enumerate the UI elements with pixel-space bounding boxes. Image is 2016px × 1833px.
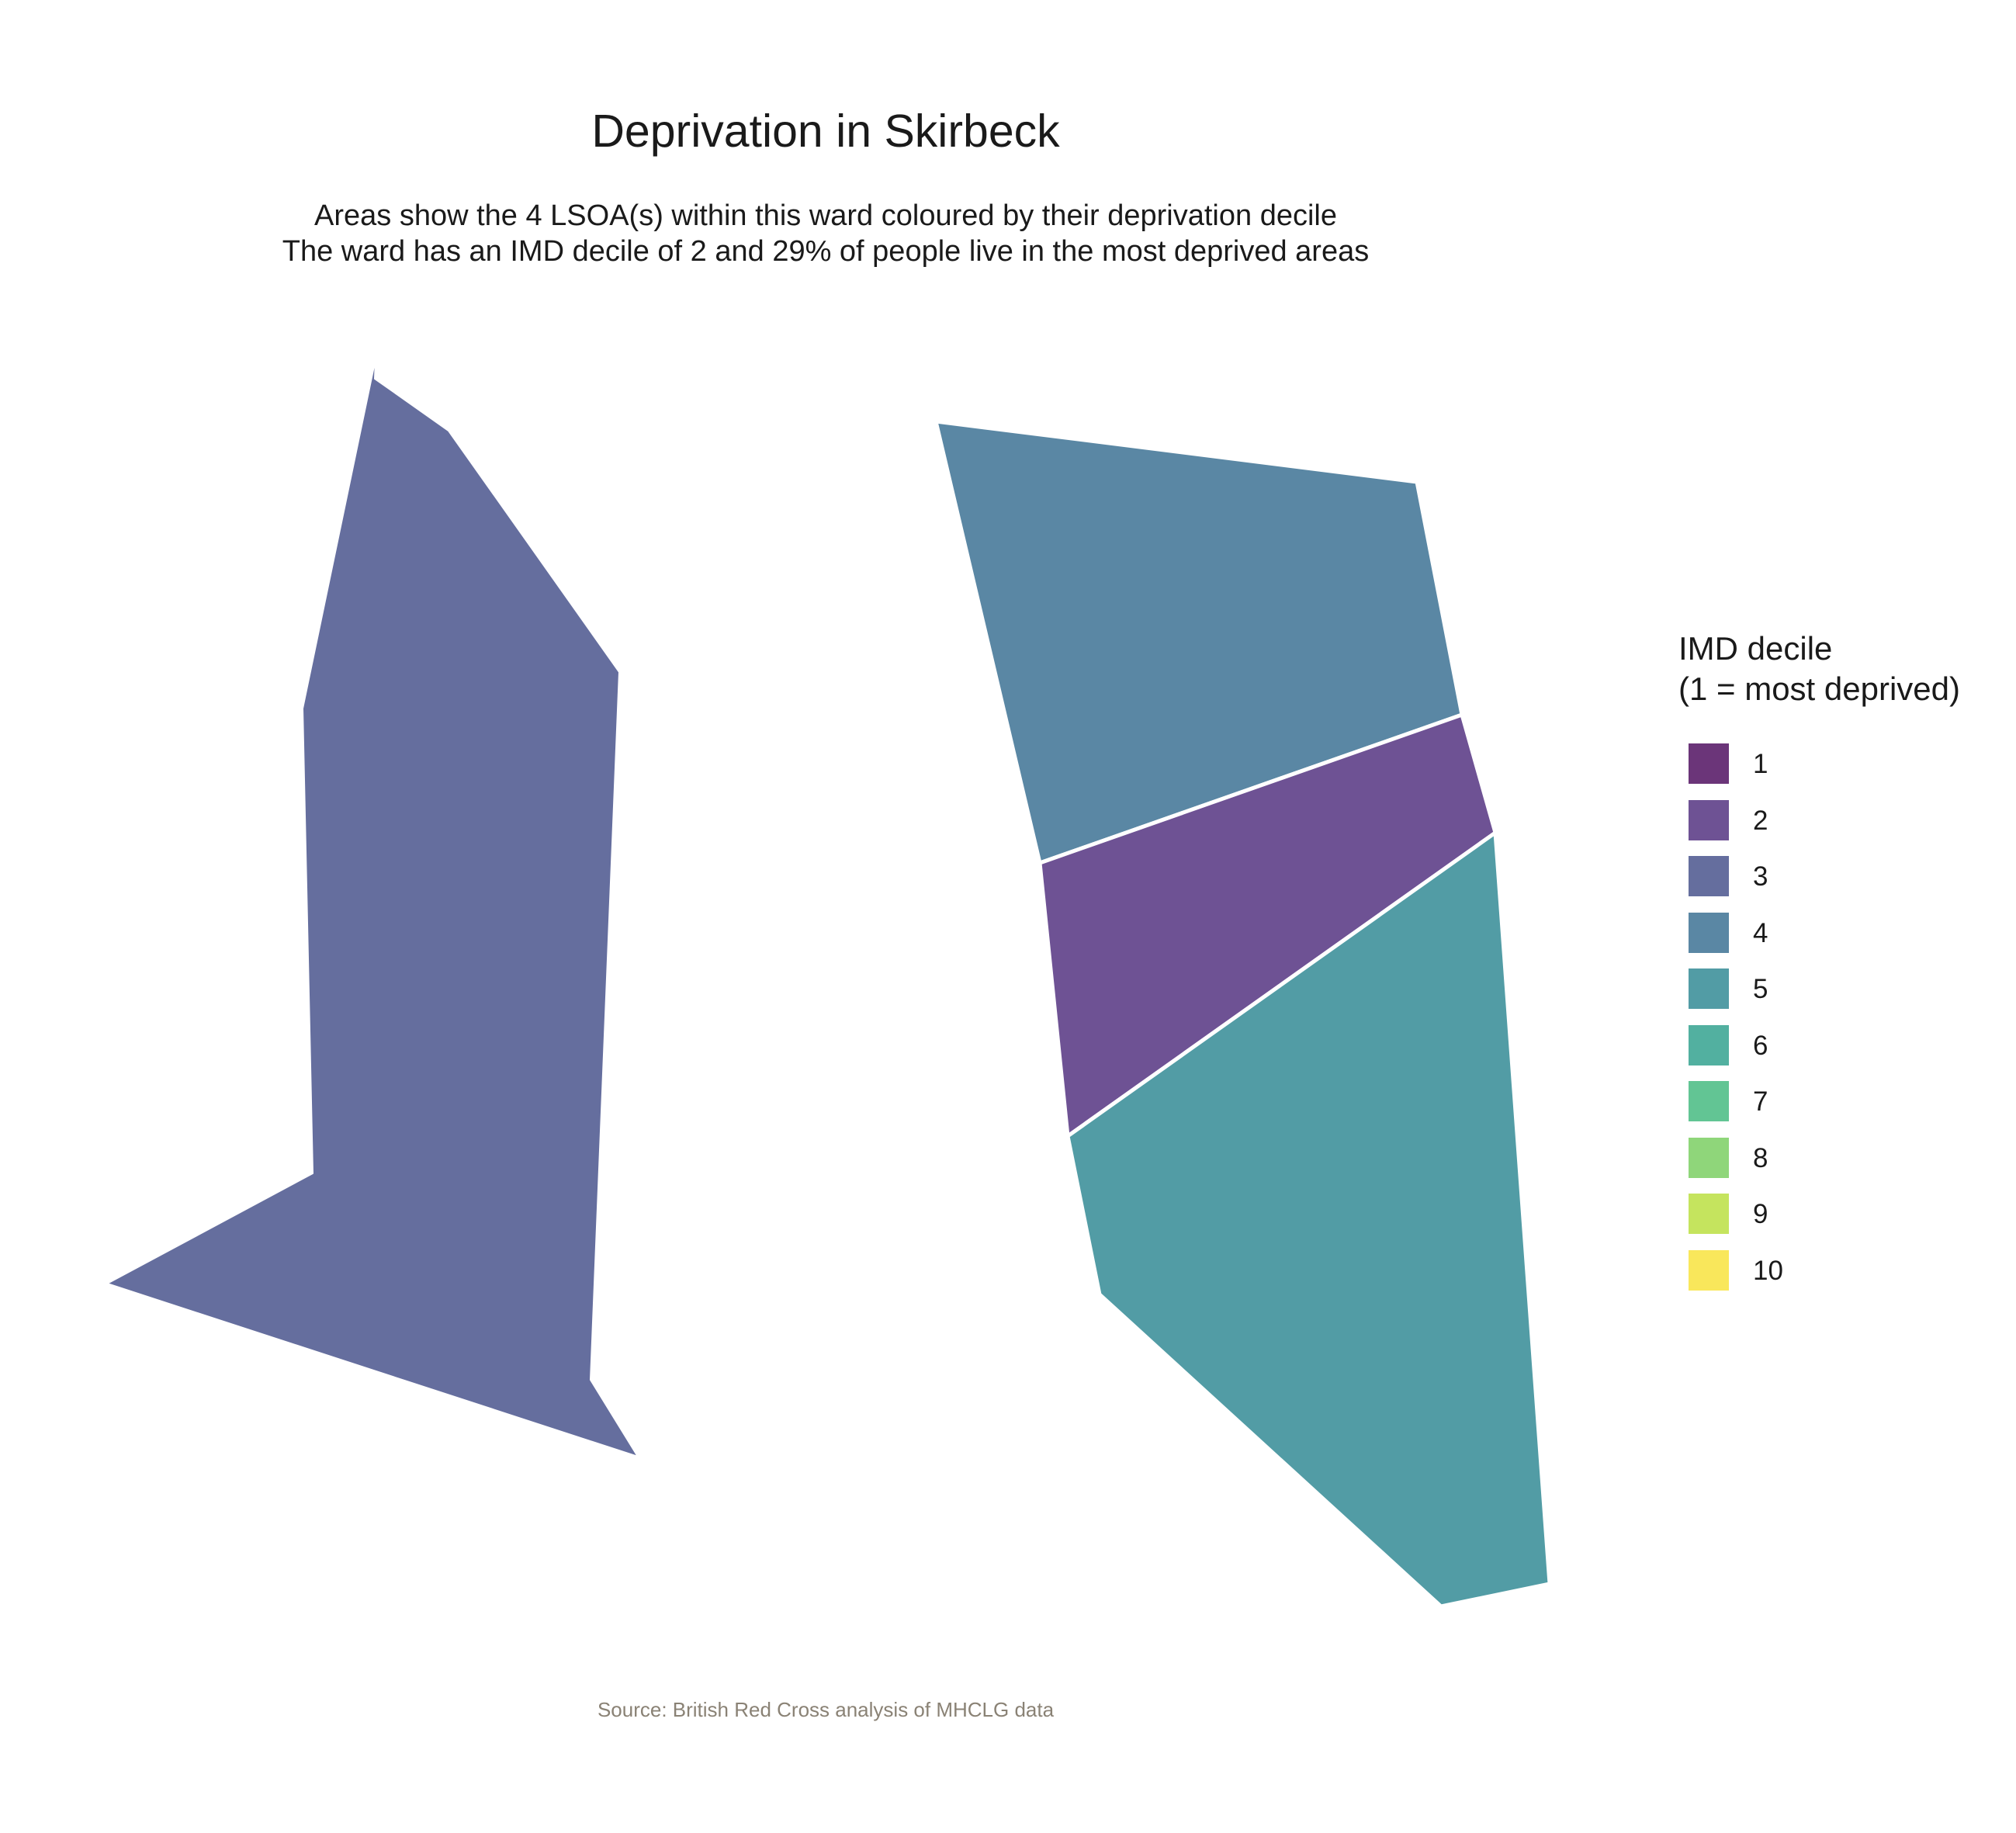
legend-label: 10 [1753,1255,1783,1286]
lsoa-west-area[interactable] [106,358,639,1457]
legend-item: 6 [1678,1024,1960,1082]
lsoa-east-south-area[interactable] [1065,830,1552,1609]
map-subtitle: Areas show the 4 LSOA(s) within this war… [0,198,1651,269]
legend-item: 5 [1678,968,1960,1025]
legend-swatch [1689,1194,1729,1234]
legend-swatch [1689,1249,1729,1291]
legend-item: 10 [1678,1249,1960,1307]
legend-swatch [1689,799,1729,840]
source-caption: Source: British Red Cross analysis of MH… [597,1698,1055,1721]
legend-swatch [1689,1137,1729,1178]
legend-label: 4 [1753,917,1768,948]
subtitle-line-1: Areas show the 4 LSOA(s) within this war… [314,199,1337,232]
legend-item: 1 [1678,743,1960,800]
legend-title-line-1: IMD decile [1678,630,1833,667]
legend-item: 2 [1678,799,1960,857]
legend-item: 7 [1678,1081,1960,1138]
legend-label: 1 [1753,749,1768,779]
legend-swatch [1689,1081,1729,1121]
legend-swatch [1689,856,1729,896]
legend-swatch [1689,912,1729,953]
legend: IMD decile (1 = most deprived) 1 2 3 4 5… [1678,629,1960,1306]
legend-label: 7 [1753,1086,1768,1117]
legend-label: 8 [1753,1142,1768,1173]
map-title: Deprivation in Skirbeck [591,106,1060,157]
legend-item: 9 [1678,1194,1960,1250]
legend-label: 9 [1753,1199,1768,1229]
subtitle-line-2: The ward has an IMD decile of 2 and 29% … [282,235,1370,268]
legend-swatch [1689,968,1729,1009]
legend-item: 4 [1678,912,1960,969]
legend-title: IMD decile (1 = most deprived) [1678,629,1960,709]
legend-label: 3 [1753,861,1768,892]
legend-title-line-2: (1 = most deprived) [1678,670,1960,707]
legend-item: 8 [1678,1137,1960,1194]
legend-items: 1 2 3 4 5 6 7 8 [1678,743,1960,1306]
legend-label: 6 [1753,1030,1768,1061]
legend-label: 5 [1753,974,1768,1004]
legend-swatch [1689,1024,1729,1065]
lsoa-areas [106,358,1552,1609]
legend-swatch [1689,743,1729,784]
legend-item: 3 [1678,856,1960,913]
legend-label: 2 [1753,805,1768,836]
